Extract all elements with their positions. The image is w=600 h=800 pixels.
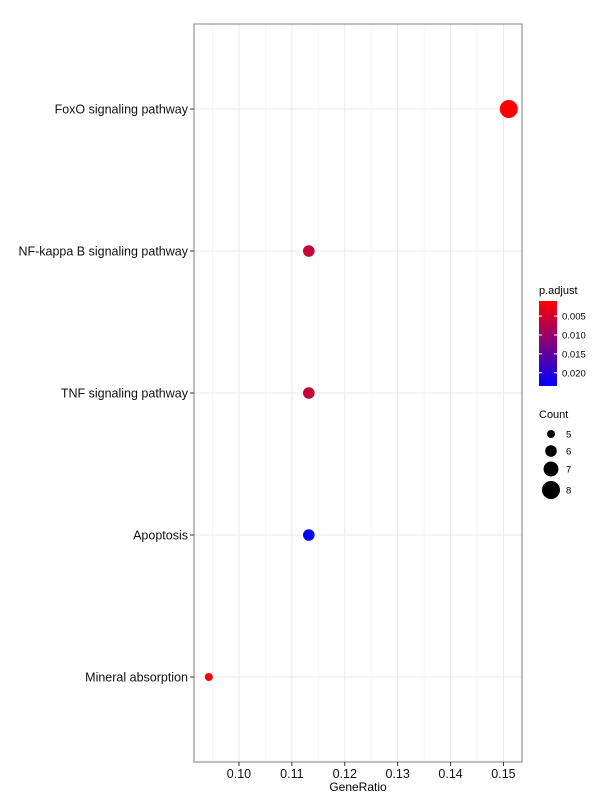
colorbar-label: 0.020 (562, 368, 586, 379)
count-legend-key (547, 430, 555, 438)
count-legend-label: 7 (566, 465, 571, 476)
data-point (499, 100, 518, 118)
p-adjust-colorbar (539, 301, 557, 386)
data-point (302, 387, 315, 399)
major-gridlines (194, 24, 522, 762)
x-tick-label: 0.14 (438, 767, 462, 781)
data-points (204, 100, 518, 681)
y-tick-label: NF-kappa B signaling pathway (18, 244, 188, 258)
x-axis-title: GeneRatio (329, 780, 387, 794)
p-adjust-legend-ticks: 0.005 0.010 0.015 0.020 (539, 312, 586, 379)
y-tick-label: Mineral absorption (85, 670, 188, 684)
count-legend-key (542, 481, 560, 499)
y-tick-label: Apoptosis (133, 528, 188, 542)
count-legend: Count 5 6 7 8 (539, 409, 571, 499)
count-legend-label: 5 (566, 430, 571, 441)
x-axis: 0.10 0.11 0.12 0.13 0.14 0.15 (227, 762, 516, 781)
p-adjust-legend: p.adjust 0.005 0.010 0.015 0.020 (539, 285, 586, 386)
count-legend-key (545, 445, 557, 457)
data-point (204, 673, 213, 681)
colorbar-label: 0.015 (562, 349, 586, 360)
data-point (302, 245, 315, 257)
x-tick-label: 0.10 (227, 767, 251, 781)
y-axis: FoxO signaling pathway NF-kappa B signali… (18, 102, 194, 684)
y-tick-label: FoxO signaling pathway (55, 102, 189, 116)
count-legend-key (543, 461, 559, 477)
data-point (302, 529, 315, 541)
x-tick-label: 0.15 (491, 767, 515, 781)
x-tick-label: 0.11 (280, 767, 303, 781)
count-legend-label: 6 (566, 447, 571, 458)
p-adjust-legend-title: p.adjust (539, 285, 578, 297)
x-tick-label: 0.12 (333, 767, 357, 781)
y-tick-label: TNF signaling pathway (61, 386, 189, 400)
count-legend-label: 8 (566, 486, 571, 497)
count-legend-items: 5 6 7 8 (542, 430, 571, 499)
colorbar-label: 0.005 (562, 312, 586, 323)
colorbar-label: 0.010 (562, 331, 586, 342)
count-legend-title: Count (539, 409, 568, 421)
x-tick-label: 0.13 (386, 767, 410, 781)
